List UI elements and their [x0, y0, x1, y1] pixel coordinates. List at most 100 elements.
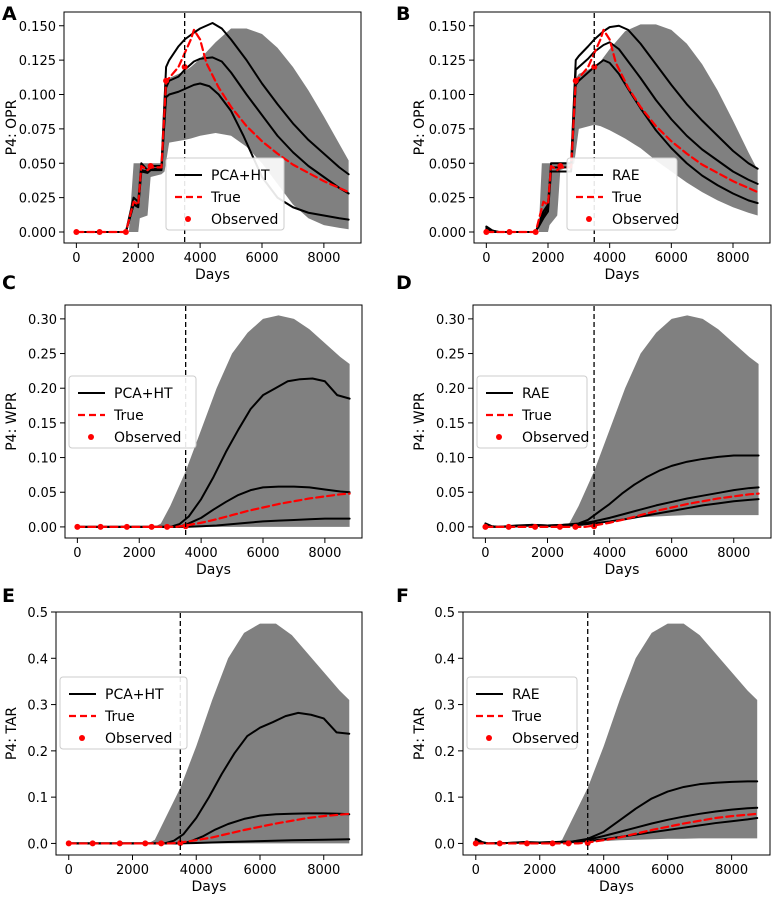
panel-letter: D — [396, 272, 412, 294]
y-tick-label: 0.1 — [434, 791, 455, 806]
observed-point — [572, 77, 579, 84]
ensemble-series-line — [67, 711, 351, 845]
legend: PCA+HT True Observed — [165, 157, 285, 231]
legend: RAE True Observed — [476, 375, 589, 449]
y-tick-label: 0.30 — [28, 313, 57, 328]
y-tick-label: 0.4 — [27, 652, 48, 667]
observed-point — [483, 229, 490, 235]
legend-entry-label: PCA+HT — [211, 168, 270, 184]
y-tick-label: 0.25 — [436, 348, 465, 363]
x-axis-label: Days — [605, 267, 640, 283]
observed-point — [147, 163, 154, 169]
x-tick-label: 2000 — [531, 546, 564, 561]
x-tick-label: 6000 — [651, 863, 684, 878]
x-tick-label: 8000 — [717, 546, 750, 561]
axes-frame — [55, 611, 363, 856]
y-axis-label: P4: OPR — [412, 99, 428, 155]
x-tick-label: 2000 — [523, 863, 556, 878]
observed-point — [148, 523, 155, 530]
panel-letter: A — [2, 3, 17, 25]
uncertainty-band — [555, 623, 758, 844]
y-tick-label: 0.2 — [434, 745, 455, 760]
y-tick-label: 0.100 — [19, 89, 56, 104]
panel-letter: C — [2, 272, 16, 294]
legend-observed-swatch — [486, 735, 492, 741]
observed-point — [591, 64, 598, 70]
x-axis-label: Days — [605, 562, 640, 578]
legend-observed-swatch — [586, 216, 592, 222]
y-tick-label: 0.1 — [27, 791, 48, 806]
observed-point — [505, 523, 512, 530]
y-tick-label: 0.05 — [28, 486, 57, 501]
x-tick-label: 6000 — [655, 546, 688, 561]
legend-entry-label: Observed — [105, 731, 172, 747]
y-tick-label: 0.00 — [28, 521, 57, 536]
observed-point — [572, 523, 579, 530]
legend-entry-label: Observed — [612, 212, 679, 228]
y-tick-label: 0.0 — [27, 837, 48, 852]
axes-frame — [64, 304, 363, 539]
observed-point — [523, 840, 530, 847]
legend: RAE True Observed — [566, 157, 679, 231]
x-tick-label: 0 — [472, 863, 480, 878]
observed-point — [557, 163, 564, 169]
observed-point — [532, 229, 539, 235]
observed-point — [549, 840, 556, 847]
axes-frame — [63, 11, 362, 244]
y-tick-label: 0.15 — [28, 417, 57, 432]
observed-point — [584, 839, 591, 846]
panel-c: 0 2000 4000 6000 8000 0.00 0.05 0.10 0.15 0.20 0.2… — [2, 272, 363, 578]
x-tick-label: 4000 — [185, 546, 218, 561]
y-tick-label: 0.20 — [436, 382, 465, 397]
observed-point — [177, 839, 184, 846]
uncertainty-band — [128, 28, 349, 232]
observed-point — [73, 229, 80, 235]
observed-point — [116, 840, 123, 847]
legend-entry-label: True — [521, 408, 552, 424]
y-tick-label: 0.05 — [436, 486, 465, 501]
legend: PCA+HT True Observed — [68, 375, 197, 449]
x-axis-label: Days — [195, 267, 230, 283]
y-tick-label: 0.050 — [429, 157, 466, 172]
panel-letter: F — [396, 585, 409, 607]
x-tick-label: 8000 — [307, 251, 340, 266]
x-tick-label: 6000 — [245, 251, 278, 266]
x-axis-label: Days — [196, 562, 231, 578]
x-tick-label: 2000 — [531, 251, 564, 266]
ensemble-series-line — [76, 485, 351, 528]
uncertainty-band — [154, 315, 350, 527]
legend-entry-label: PCA+HT — [105, 687, 164, 703]
y-tick-label: 0.025 — [19, 192, 56, 207]
y-tick-label: 0.20 — [28, 382, 57, 397]
y-tick-label: 0.0 — [434, 837, 455, 852]
y-tick-label: 0.3 — [434, 699, 455, 714]
observed-point — [496, 840, 503, 847]
legend-entry-label: RAE — [512, 687, 540, 703]
y-tick-label: 0.30 — [436, 313, 465, 328]
y-axis-label: P4: TAR — [412, 707, 428, 761]
x-tick-label: 0 — [481, 546, 489, 561]
y-tick-label: 0.025 — [429, 192, 466, 207]
observed-point — [556, 523, 563, 530]
panel-d: 0 2000 4000 6000 8000 0.00 0.05 0.10 0.15 0.20 0.2… — [396, 272, 772, 578]
observed-point — [181, 64, 188, 70]
y-tick-label: 0.000 — [429, 226, 466, 241]
legend-observed-swatch — [88, 434, 94, 440]
x-tick-label: 4000 — [593, 546, 626, 561]
panel-letter: E — [2, 585, 15, 607]
panel-a: 0 2000 4000 6000 8000 0.000 0.025 0.050 0.075 0.1… — [2, 3, 362, 283]
x-tick-label: 0 — [72, 251, 80, 266]
x-tick-label: 2000 — [116, 863, 149, 878]
legend-entry-label: Observed — [211, 212, 278, 228]
axes-frame — [462, 611, 771, 856]
legend: RAE True Observed — [466, 676, 579, 750]
y-axis-label: P4: OPR — [4, 99, 20, 155]
y-axis-label: P4: WPR — [4, 392, 20, 451]
x-tick-label: 6000 — [243, 863, 276, 878]
observed-point — [472, 840, 479, 847]
x-axis-label: Days — [192, 879, 227, 895]
true-series-line — [75, 28, 350, 234]
panel-e: 0 2000 4000 6000 8000 0.0 0.1 0.2 0.3 0.4 0.5 Days P… — [2, 585, 363, 895]
ensemble-series-line — [75, 82, 350, 233]
